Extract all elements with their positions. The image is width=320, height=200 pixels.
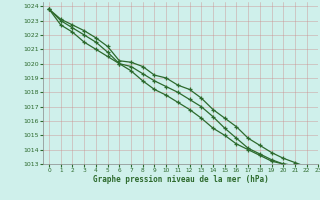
X-axis label: Graphe pression niveau de la mer (hPa): Graphe pression niveau de la mer (hPa) xyxy=(93,175,269,184)
